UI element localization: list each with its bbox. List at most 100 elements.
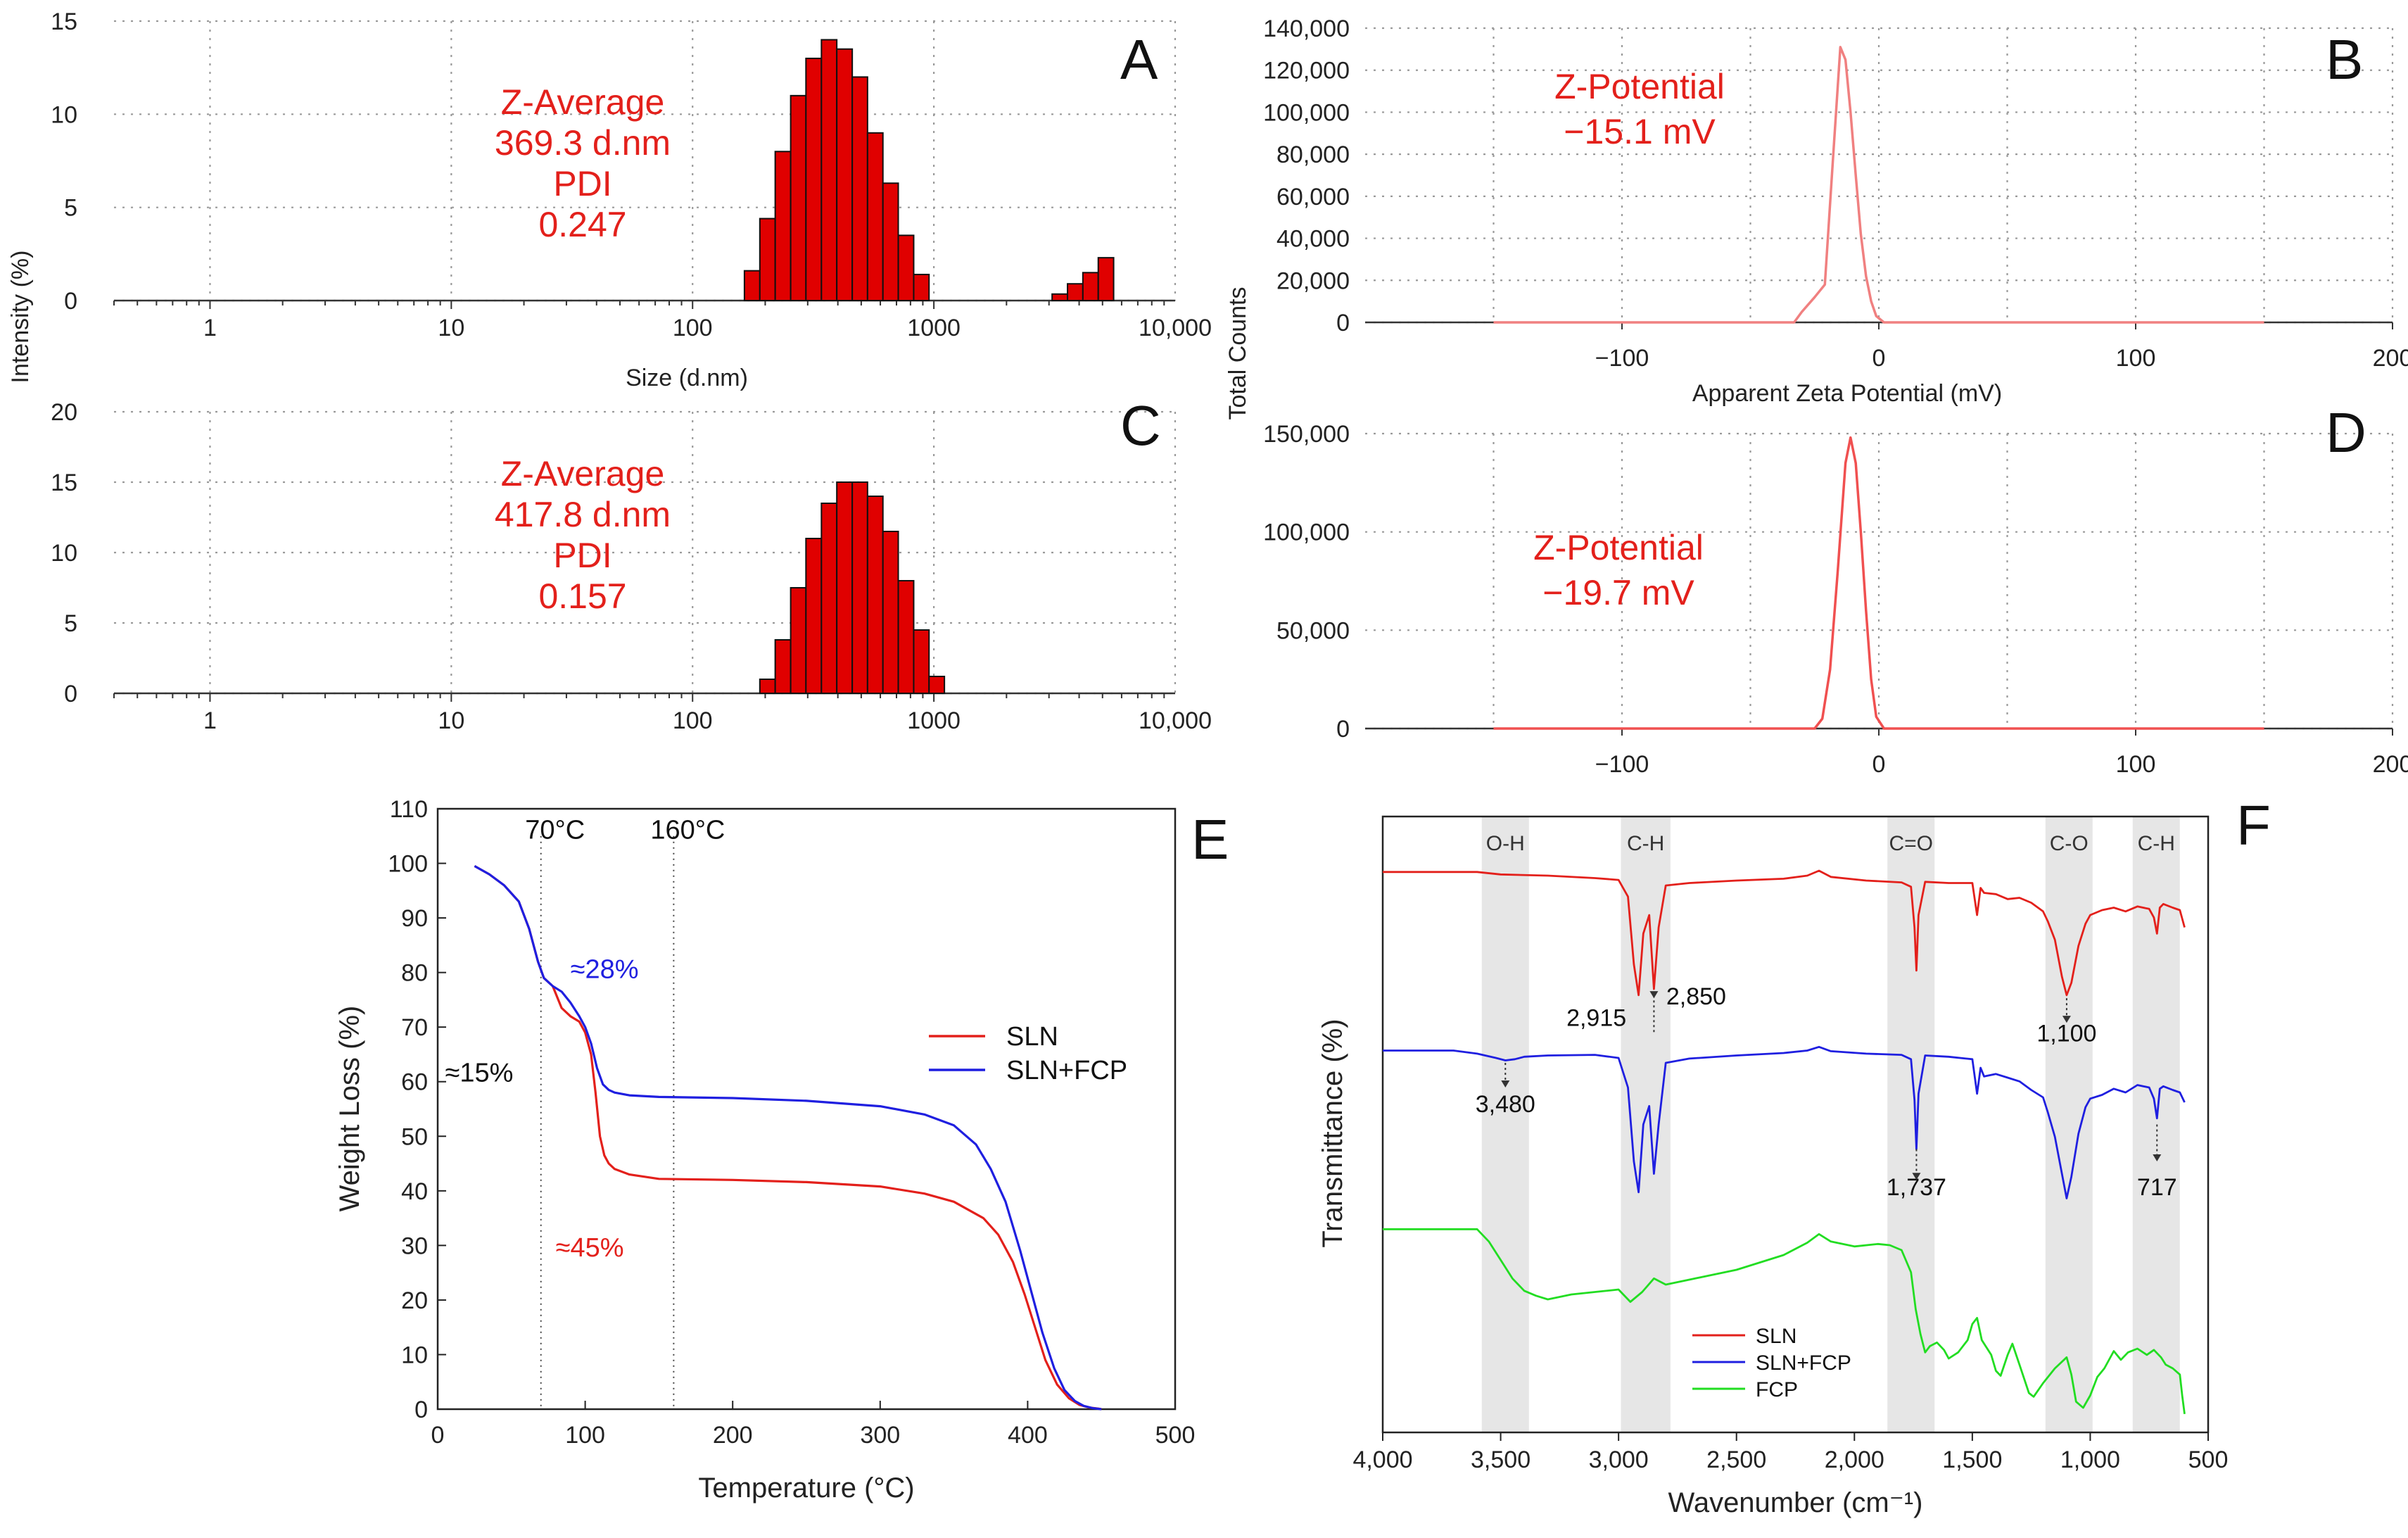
peak-label: 3,480: [1476, 1091, 1535, 1118]
y-tick-label: 100,000: [1263, 99, 1350, 126]
y-tick-label: 0: [414, 1397, 428, 1423]
x-tick-label: 1: [203, 707, 217, 734]
x-tick-label: 100: [673, 707, 713, 734]
x-tick-label: 0: [1872, 345, 1886, 372]
peak-arrow-head: [1501, 1080, 1510, 1088]
x-tick-label: 1,500: [1942, 1446, 2002, 1473]
plot-frame: [436, 807, 1177, 1411]
x-tick-label: 500: [1155, 1422, 1196, 1449]
zeta-annotation: Z-Potential: [1533, 528, 1704, 567]
panel-letter: E: [1191, 808, 1229, 871]
y-axis-title: Total Counts: [1224, 287, 1251, 420]
y-tick-label: 30: [401, 1233, 428, 1259]
band-highlight: [1481, 817, 1529, 1432]
histogram-bar: [836, 481, 854, 694]
legend-label: SLN: [1006, 1022, 1058, 1052]
zeta-annotation: Z-Potential: [1554, 67, 1725, 106]
histogram-bar: [820, 39, 838, 301]
peak-arrow-head: [2062, 1016, 2071, 1023]
histogram-bar: [836, 48, 854, 301]
x-tick-label: 4,000: [1352, 1446, 1412, 1473]
y-tick-label: 100,000: [1263, 519, 1350, 546]
size-annotation: PDI: [553, 536, 611, 575]
y-tick-label: 60: [401, 1069, 428, 1096]
x-tick-label: 0: [431, 1422, 445, 1449]
histogram-bar: [913, 273, 930, 301]
y-tick-label: 80,000: [1276, 141, 1350, 168]
y-tick-label: 150,000: [1263, 421, 1350, 448]
histogram-bar: [805, 57, 823, 302]
histogram-bar: [774, 151, 792, 301]
y-tick-label: 120,000: [1263, 58, 1350, 84]
x-tick-label: 3,000: [1589, 1446, 1649, 1473]
size-annotation: 417.8 d.nm: [495, 495, 671, 534]
panel-d-zeta-potential: −100 0 100 200 0 50,000 100,000 150,000 Z-Potent…: [1263, 401, 2408, 778]
y-tick-label: 0: [1336, 310, 1350, 336]
y-axis-title: Transmittance (%): [1317, 1019, 1348, 1247]
histogram-bar: [759, 679, 776, 694]
histogram-bar: [851, 481, 868, 694]
zeta-curve: [1493, 436, 2264, 730]
y-tick-label: 110: [390, 796, 428, 823]
x-tick-label: 2,000: [1825, 1446, 1884, 1473]
y-tick-label: 40: [401, 1178, 428, 1205]
y-tick-label: 50: [401, 1123, 428, 1150]
x-tick-label: 300: [860, 1422, 900, 1449]
panel-e-tga: 0 100 200 300 400 500 0 10 20 30 40 50 60 70 80 90 100 11…: [334, 796, 1229, 1504]
y-tick-label: 15: [51, 8, 77, 35]
histogram-bar: [913, 629, 930, 694]
x-tick-label: 200: [2373, 345, 2408, 372]
peak-label: 717: [2137, 1174, 2177, 1201]
x-tick-label: 1000: [907, 315, 961, 341]
x-axis-title: Size (d.nm): [626, 365, 748, 391]
y-tick-label: 10: [401, 1342, 428, 1368]
band-label: C-O: [2050, 832, 2089, 855]
panel-letter: C: [1120, 394, 1161, 457]
band-highlight: [2045, 817, 2093, 1432]
x-axis-title: Apparent Zeta Potential (mV): [1692, 380, 2002, 407]
y-tick-label: 50,000: [1276, 617, 1350, 644]
y-tick-label: 20: [401, 1287, 428, 1314]
y-tick-label: 5: [64, 610, 77, 637]
tga-curve-sln: [474, 865, 1102, 1411]
temperature-marker-label: 160°C: [650, 816, 725, 845]
peak-label: 2,850: [1666, 983, 1726, 1010]
ftir-spectrum-sln: [1383, 869, 2186, 997]
x-tick-label: 400: [1008, 1422, 1048, 1449]
y-tick-label: 15: [51, 469, 77, 496]
peak-arrow-head: [2153, 1154, 2162, 1161]
histogram-bar: [928, 676, 946, 694]
x-tick-label: 10: [438, 315, 464, 341]
histogram-bar: [897, 234, 915, 301]
band-label: C-H: [1627, 832, 1664, 855]
band-label: O-H: [1486, 832, 1525, 855]
histogram-bar: [1051, 293, 1069, 301]
panel-letter: A: [1120, 28, 1158, 91]
histogram-bar: [790, 587, 807, 694]
size-annotation: 369.3 d.nm: [495, 123, 671, 163]
panel-letter: F: [2236, 794, 2271, 857]
legend-label: SLN+FCP: [1006, 1056, 1127, 1085]
histogram-bar: [759, 218, 776, 301]
size-annotation: 0.247: [538, 205, 626, 244]
histogram-bar: [1067, 283, 1084, 301]
panel-f-ftir: O-H C-H C=O C-O C-H 4,000 3,500 3,000 2,500 2,000…: [1317, 794, 2271, 1518]
y-tick-label: 40,000: [1276, 226, 1350, 253]
x-tick-label: 1: [203, 315, 217, 341]
x-tick-label: 100: [673, 315, 713, 341]
zeta-curve: [1493, 46, 2264, 324]
legend-label: SLN: [1756, 1325, 1797, 1348]
y-tick-label: 0: [1336, 716, 1350, 743]
weight-loss-annotation: ≈28%: [571, 954, 639, 984]
panel-letter: D: [2326, 401, 2366, 464]
y-tick-label: 10: [51, 540, 77, 567]
x-axis-title: Wavenumber (cm⁻¹): [1668, 1487, 1923, 1518]
panel-b-zeta-potential: −100 0 100 200 0 20,000 40,000 60,000 80,000 100,…: [1224, 15, 2408, 420]
x-tick-label: 2,500: [1706, 1446, 1766, 1473]
x-tick-label: 1000: [907, 707, 961, 734]
y-tick-label: 100: [388, 851, 428, 878]
histogram-bar: [882, 182, 899, 302]
y-tick-label: 20: [51, 399, 77, 426]
tga-curve-sln-fcp: [474, 865, 1102, 1411]
